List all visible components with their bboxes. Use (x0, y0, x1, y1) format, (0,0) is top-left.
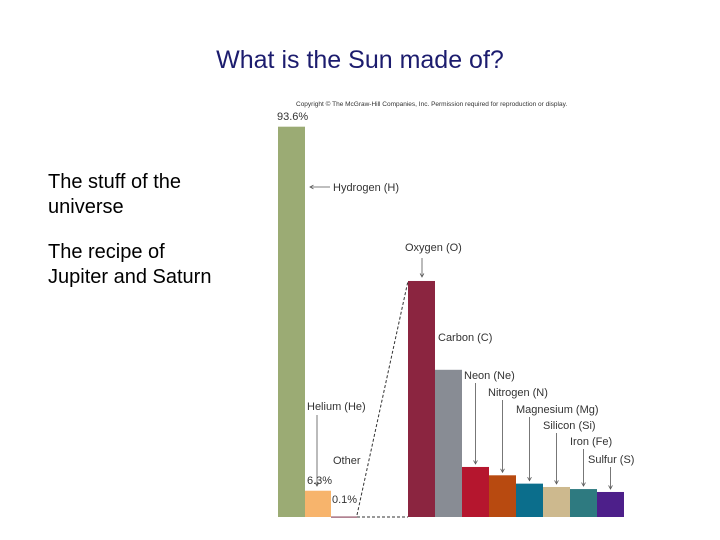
detail-bar (489, 475, 516, 517)
slide-title: What is the Sun made of? (216, 46, 504, 74)
arrow-head (500, 468, 505, 474)
category-label: Other (333, 455, 361, 467)
arrow-head (309, 184, 314, 190)
detail-label: Oxygen (O) (405, 242, 462, 254)
detail-label: Sulfur (S) (588, 454, 634, 466)
bar (278, 126, 305, 518)
detail-label: Neon (Ne) (464, 370, 515, 382)
arrow-head (581, 482, 586, 487)
arrow-head (473, 460, 478, 465)
arrow-head (419, 273, 425, 278)
arrow-head (527, 476, 532, 482)
bar (331, 516, 357, 518)
detail-bar (543, 486, 570, 517)
category-label: Helium (He) (307, 401, 366, 413)
arrow-head (554, 480, 559, 485)
detail-bar (516, 483, 543, 517)
value-label: 0.1% (332, 494, 357, 506)
detail-label: Magnesium (Mg) (516, 404, 599, 416)
detail-bar (462, 466, 489, 517)
detail-label: Carbon (C) (438, 332, 492, 344)
credit: Copyright © The McGraw-Hill Companies, I… (296, 100, 567, 108)
zoom-line (356, 280, 409, 518)
detail-bar (435, 369, 462, 517)
arrow-head (314, 482, 320, 487)
value-label: 93.6% (277, 111, 308, 123)
arrow-head (608, 485, 613, 490)
value-label: 6.3% (307, 475, 332, 487)
bullet: The recipe of Jupiter and Saturn (48, 241, 212, 288)
bullet: The stuff of the universe (48, 171, 182, 218)
detail-bar (597, 491, 624, 517)
category-label: Hydrogen (H) (333, 182, 399, 194)
detail-bar (570, 489, 597, 517)
bar (305, 490, 331, 517)
detail-label: Nitrogen (N) (488, 387, 548, 399)
detail-label: Silicon (Si) (543, 420, 596, 432)
detail-label: Iron (Fe) (570, 436, 612, 448)
detail-bar (408, 280, 435, 517)
